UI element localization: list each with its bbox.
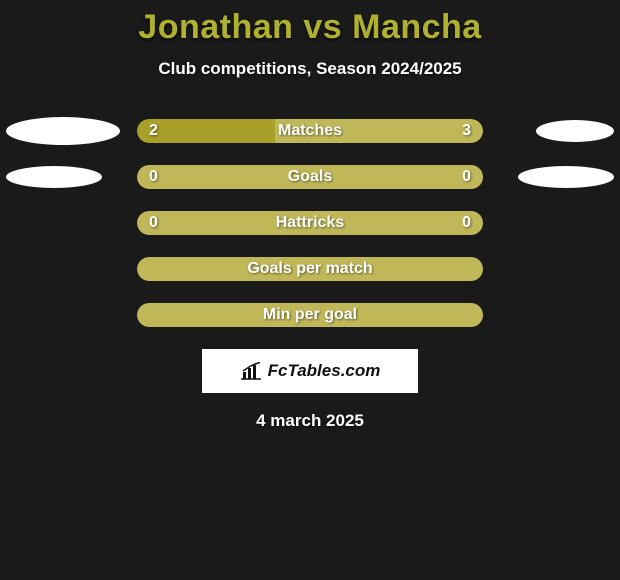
page-title: Jonathan vs Mancha (0, 8, 620, 47)
bar-left-segment (137, 165, 483, 189)
flank-left-icon (6, 166, 102, 188)
stat-left-value: 0 (149, 165, 158, 189)
stat-bar: Matches23 (137, 119, 483, 143)
stat-bar: Goals00 (137, 165, 483, 189)
stat-left-value: 0 (149, 211, 158, 235)
infographic-container: Jonathan vs Mancha Club competitions, Se… (0, 0, 620, 431)
comparison-row: Goals00 (0, 165, 620, 189)
source-badge-text: FcTables.com (268, 361, 381, 381)
bar-right-segment (275, 119, 483, 143)
comparison-row: Matches23 (0, 119, 620, 143)
stat-right-value: 3 (462, 119, 471, 143)
stat-bar: Hattricks00 (137, 211, 483, 235)
stat-bar: Goals per match (137, 257, 483, 281)
bar-left-segment (137, 257, 483, 281)
flank-left-icon (6, 117, 120, 145)
comparison-row: Goals per match (0, 257, 620, 281)
footer-date: 4 march 2025 (0, 411, 620, 431)
stat-bar: Min per goal (137, 303, 483, 327)
page-subtitle: Club competitions, Season 2024/2025 (0, 59, 620, 79)
bar-left-segment (137, 303, 483, 327)
flank-right-icon (518, 166, 614, 188)
source-badge-row: FcTables.com (0, 349, 620, 393)
bar-chart-icon (240, 362, 262, 380)
comparison-row: Hattricks00 (0, 211, 620, 235)
stat-right-value: 0 (462, 165, 471, 189)
comparison-row: Min per goal (0, 303, 620, 327)
bar-left-segment (137, 211, 483, 235)
stat-right-value: 0 (462, 211, 471, 235)
source-badge: FcTables.com (202, 349, 418, 393)
stat-left-value: 2 (149, 119, 158, 143)
comparison-rows: Matches23Goals00Hattricks00Goals per mat… (0, 119, 620, 327)
flank-right-icon (536, 120, 614, 142)
